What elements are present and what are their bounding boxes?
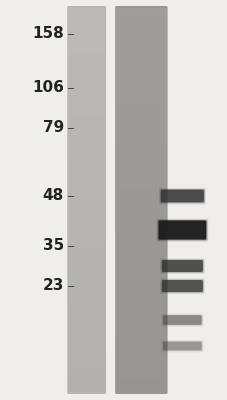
FancyBboxPatch shape [160, 314, 203, 327]
FancyBboxPatch shape [160, 279, 203, 293]
FancyBboxPatch shape [158, 220, 205, 240]
FancyBboxPatch shape [67, 6, 106, 394]
FancyBboxPatch shape [161, 314, 202, 326]
Text: 79: 79 [42, 120, 64, 136]
FancyBboxPatch shape [159, 189, 204, 203]
FancyBboxPatch shape [115, 6, 167, 394]
Text: 48: 48 [42, 188, 64, 204]
FancyBboxPatch shape [159, 258, 204, 274]
FancyBboxPatch shape [161, 280, 202, 292]
FancyBboxPatch shape [158, 188, 205, 204]
FancyBboxPatch shape [161, 260, 202, 272]
FancyBboxPatch shape [157, 220, 206, 240]
FancyBboxPatch shape [160, 259, 203, 273]
FancyBboxPatch shape [160, 190, 203, 202]
FancyBboxPatch shape [156, 219, 207, 242]
Text: 35: 35 [42, 238, 64, 254]
FancyBboxPatch shape [161, 341, 202, 351]
FancyBboxPatch shape [160, 340, 203, 352]
Text: 158: 158 [32, 26, 64, 42]
FancyBboxPatch shape [162, 342, 201, 350]
FancyBboxPatch shape [159, 278, 204, 294]
Text: 106: 106 [32, 80, 64, 96]
FancyBboxPatch shape [162, 315, 201, 325]
Text: 23: 23 [42, 278, 64, 294]
